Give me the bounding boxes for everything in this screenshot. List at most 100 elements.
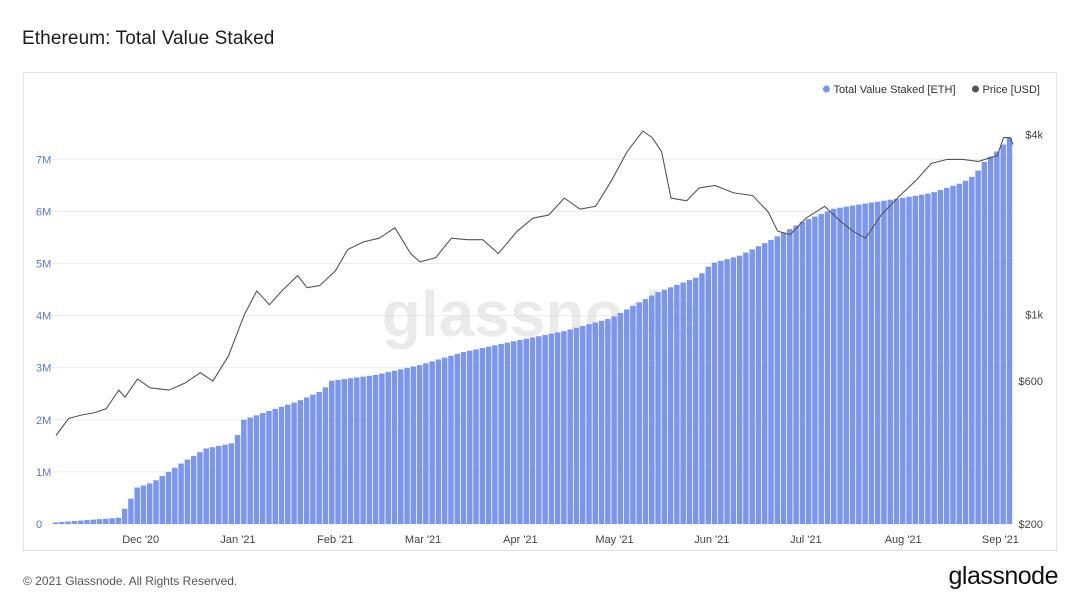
staked-bar	[510, 341, 517, 524]
x-axis-tick-label: Apr '21	[503, 534, 538, 546]
legend-label: Total Value Staked [ETH]	[833, 84, 955, 96]
staked-bar	[272, 408, 278, 524]
staked-bar	[128, 498, 134, 524]
staked-bar	[561, 331, 567, 524]
staked-bar	[956, 183, 962, 524]
staked-bar	[981, 161, 988, 524]
staked-bar	[90, 519, 96, 524]
staked-bar	[184, 459, 191, 524]
staked-bar	[906, 196, 912, 524]
staked-bar	[699, 273, 705, 524]
staked-bar	[197, 452, 203, 524]
staked-bar	[398, 369, 404, 524]
staked-bar	[925, 193, 931, 524]
left-axis-tick-label: 7M	[36, 154, 51, 166]
staked-bar	[291, 402, 297, 524]
staked-bar	[253, 415, 260, 524]
staked-bar	[266, 410, 272, 524]
staked-bar	[435, 359, 442, 524]
staked-bar	[178, 463, 184, 524]
staked-bar	[718, 260, 724, 524]
staked-bar	[517, 339, 523, 524]
staked-bar	[874, 201, 881, 524]
staked-bar	[649, 295, 655, 524]
staked-bar	[824, 211, 831, 524]
staked-bar	[96, 519, 103, 524]
staked-bar	[667, 287, 674, 524]
left-axis-tick-label: 1M	[36, 467, 51, 479]
right-axis-tick-label: $1k	[1025, 310, 1043, 322]
right-axis-tick-label: $4k	[1025, 129, 1043, 141]
glassnode-logo: glassnode	[948, 562, 1059, 590]
staked-bar	[1000, 144, 1006, 524]
staked-bar	[818, 213, 824, 524]
staked-bar	[912, 195, 919, 525]
x-axis-tick-label: Dec '20	[122, 534, 159, 546]
staked-bar	[460, 352, 467, 524]
staked-bar	[623, 309, 630, 524]
staked-bar	[868, 202, 875, 525]
staked-bar	[316, 391, 322, 524]
staked-bar	[1006, 137, 1013, 524]
staked-bar	[843, 206, 850, 524]
staked-bar	[335, 379, 341, 524]
staked-bar	[341, 379, 348, 524]
staked-bar	[605, 319, 611, 524]
staked-bar	[774, 236, 781, 524]
right-axis-tick-label: $200	[1019, 519, 1043, 531]
staked-bar	[831, 208, 837, 524]
staked-bar	[749, 249, 755, 524]
staked-bar	[297, 400, 304, 524]
staked-bar	[222, 444, 228, 524]
staked-bar	[190, 455, 197, 524]
staked-bar	[103, 518, 109, 524]
x-axis-tick-label: Sep '21	[982, 534, 1019, 546]
staked-bar	[165, 471, 172, 524]
staked-bar	[674, 284, 680, 524]
staked-bar	[586, 324, 592, 524]
legend-swatch[interactable]	[822, 85, 830, 93]
staked-bar	[372, 374, 379, 524]
staked-bar	[498, 343, 504, 524]
left-axis-tick-label: 6M	[36, 206, 51, 218]
left-axis-tick-label: 3M	[36, 363, 51, 375]
staked-bar	[423, 363, 429, 524]
staked-bar	[705, 266, 711, 524]
staked-bar	[121, 508, 128, 524]
staked-bar	[59, 521, 65, 524]
staked-bar	[680, 282, 686, 524]
right-axis: $200 $600 $1k $4k	[1019, 129, 1044, 531]
staked-bar	[109, 518, 115, 524]
staked-bar	[548, 333, 555, 524]
staked-bar	[567, 329, 573, 524]
page-title: Ethereum: Total Value Staked	[22, 28, 275, 49]
staked-bar	[360, 376, 366, 524]
staked-bar	[573, 327, 580, 524]
staked-bar	[366, 375, 373, 524]
staked-bar	[692, 277, 699, 524]
staked-bar	[598, 320, 605, 524]
staked-bar	[536, 336, 542, 524]
staked-bar	[655, 292, 661, 524]
staked-bar	[805, 219, 812, 524]
staked-bar	[812, 216, 818, 524]
staked-bar	[448, 355, 454, 524]
staked-bar	[711, 262, 718, 524]
left-axis-tick-label: 0	[36, 519, 42, 531]
legend-swatch[interactable]	[972, 85, 979, 93]
staked-bar	[322, 387, 329, 524]
staked-bar	[642, 299, 649, 524]
staked-bar	[918, 194, 925, 524]
staked-bar	[454, 353, 460, 524]
staked-bar	[467, 350, 473, 524]
chart-frame	[23, 72, 1057, 551]
staked-bar	[65, 521, 71, 524]
staked-bar	[761, 243, 768, 524]
staked-bar	[837, 207, 843, 524]
staked-bar	[542, 334, 548, 524]
staked-bar	[485, 346, 492, 524]
staked-bar	[71, 521, 78, 524]
staked-bar	[617, 312, 624, 524]
staked-bar	[416, 365, 423, 524]
left-axis-tick-label: 4M	[36, 311, 51, 323]
